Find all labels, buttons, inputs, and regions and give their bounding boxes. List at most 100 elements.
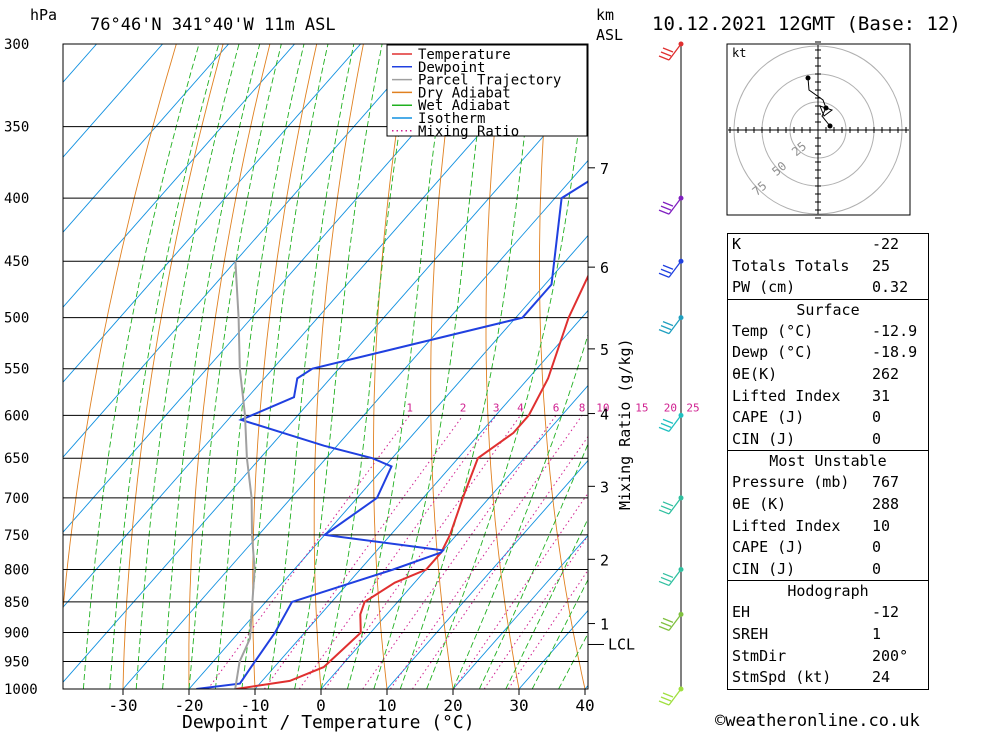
unstable-row: θE (K) 288: [728, 494, 928, 516]
isotherm: [63, 44, 295, 308]
mixing-ratio-line: [263, 415, 464, 689]
asl-label: ASL: [596, 26, 623, 44]
surface-label: CAPE (J): [732, 408, 805, 427]
surface-row: CIN (J) 0: [728, 429, 928, 451]
unstable-label: θE (K): [732, 494, 787, 513]
pressure-tick-label: 300: [4, 37, 29, 53]
unstable-value: 767: [872, 473, 900, 492]
surface-label: CIN (J): [732, 429, 796, 448]
unstable-row: Lifted Index 10: [728, 516, 928, 538]
mixing-ratio-label: 8: [579, 401, 586, 414]
km-tick-label: 2: [600, 551, 609, 569]
km-label: km: [596, 6, 614, 24]
pressure-tick-label: 950: [4, 655, 29, 671]
isotherm: [320, 384, 588, 689]
pressure-tick-label: 700: [4, 491, 29, 507]
km-tick-label: 3: [600, 478, 609, 496]
isotherm: [63, 44, 163, 158]
x-tick-label: 20: [443, 696, 462, 715]
pressure-tick-label: 400: [4, 191, 29, 207]
hodograph-point: [827, 123, 833, 129]
wet-adiabat: [531, 578, 588, 689]
wind-barb: [658, 317, 682, 335]
surface-row: Dewp (°C) -18.9: [728, 342, 928, 364]
x-tick-label: -20: [175, 696, 204, 715]
surface-value: 0: [872, 429, 882, 448]
series-dewpoint: [196, 180, 588, 689]
mixing-ratio-line: [207, 415, 411, 689]
indices-table: K -22 Totals Totals 25 PW (cm) 0.32 Surface T…: [727, 233, 929, 690]
hodograph-unit: kt: [732, 46, 746, 60]
surface-value: 0: [872, 408, 882, 427]
legend-item-label: Wet Adiabat: [418, 98, 511, 114]
surface-title: Surface: [796, 300, 860, 319]
wind-barb: [658, 43, 682, 61]
hodograph-label: SREH: [732, 624, 769, 643]
series-parcel-trajectory: [234, 261, 256, 689]
unstable-value: 0: [872, 538, 882, 557]
km-tick-label: 5: [600, 341, 609, 359]
general-value: 25: [872, 256, 891, 275]
surface-value: 262: [872, 364, 900, 383]
general-value: -22: [872, 235, 900, 253]
mixing-ratio-label: 20: [664, 401, 677, 414]
wet-adiabat: [294, 44, 383, 689]
hodograph-title: Hodograph: [787, 582, 869, 601]
unstable-value: 288: [872, 494, 900, 513]
x-tick-label: 0: [316, 696, 326, 715]
wet-adiabat: [162, 44, 261, 689]
surface-label: Temp (°C): [732, 321, 814, 340]
unstable-row: CIN (J) 0: [728, 559, 928, 581]
hodograph-value: 1: [872, 624, 882, 643]
wet-adiabat: [135, 44, 240, 689]
legend-item-label: Isotherm: [418, 111, 485, 127]
pressure-tick-label: 500: [4, 311, 29, 327]
unstable-row: CAPE (J) 0: [728, 537, 928, 559]
hodograph-row: EH -12: [728, 602, 928, 624]
pressure-tick-label: 900: [4, 626, 29, 642]
unstable-label: Pressure (mb): [732, 473, 850, 492]
wind-barb: [658, 569, 682, 587]
mixing-ratio-label: 2: [460, 401, 467, 414]
isotherm: [122, 159, 588, 689]
general-value: 0.32: [872, 278, 909, 297]
wind-barb: [658, 614, 682, 631]
surface-label: Lifted Index: [732, 386, 841, 405]
wind-barb: [658, 197, 682, 215]
dry-adiabat: [642, 44, 718, 689]
isotherm: [63, 44, 361, 383]
wet-adiabat: [505, 517, 588, 689]
pressure-tick-label: 800: [4, 562, 29, 578]
mixing-ratio-line: [362, 415, 557, 689]
indices-hodograph: Hodograph EH -12 SREH 1 StmDir 200° StmSpd (kt…: [728, 580, 928, 688]
wet-adiabat: [82, 44, 200, 689]
pressure-tick-label: 450: [4, 254, 29, 270]
copyright: ©weatheronline.co.uk: [715, 711, 920, 731]
x-tick-label: -10: [241, 696, 270, 715]
hodograph-value: 24: [872, 668, 891, 687]
wind-barb: [658, 414, 682, 432]
wet-adiabat: [267, 44, 355, 689]
hodograph-label: EH: [732, 603, 751, 622]
pressure-tick-label: 1000: [4, 682, 38, 698]
legend-item-label: Mixing Ratio: [418, 124, 519, 140]
datetime-title: 10.12.2021 12GMT (Base: 12): [652, 13, 961, 35]
dry-adiabat: [925, 44, 1000, 689]
series-temperature: [235, 273, 588, 689]
hpa-label: hPa: [30, 6, 57, 24]
legend-box: [386, 44, 588, 137]
surface-row: θE(K) 262: [728, 364, 928, 386]
dry-adiabat: [972, 44, 1000, 689]
legend-item-label: Temperature: [418, 47, 511, 63]
pressure-tick-label: 750: [4, 528, 29, 544]
mixing-ratio-label: 6: [553, 401, 560, 414]
storm-motion-marker: [819, 105, 834, 117]
surface-label: Dewp (°C): [732, 343, 814, 362]
hodograph-row: StmSpd (kt) 24: [728, 667, 928, 689]
general-label: K: [732, 235, 742, 253]
hodograph-point: [805, 75, 811, 81]
km-tick-label: 6: [600, 259, 609, 277]
unstable-row: Pressure (mb) 767: [728, 472, 928, 494]
unstable-label: Lifted Index: [732, 516, 841, 535]
surface-value: -12.9: [872, 321, 918, 340]
